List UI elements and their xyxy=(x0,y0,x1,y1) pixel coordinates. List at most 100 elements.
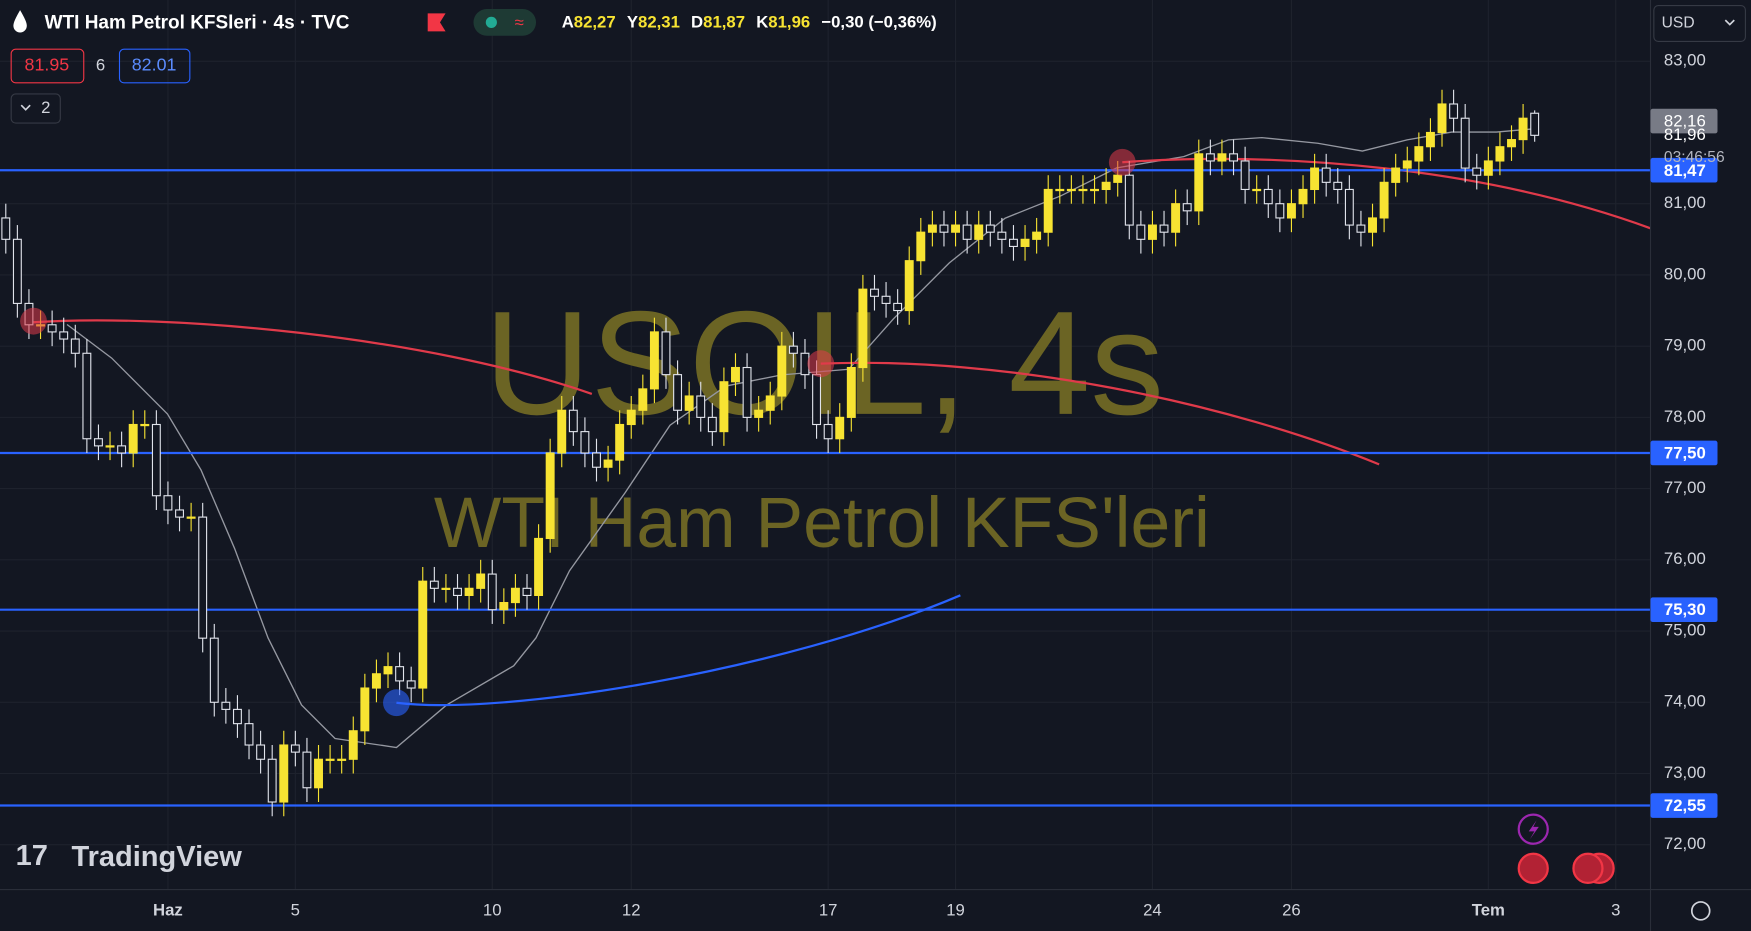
indicators-toggle[interactable] xyxy=(10,93,61,124)
currency: USD xyxy=(1662,15,1695,32)
lightning xyxy=(1528,820,1539,840)
candle-body xyxy=(175,509,184,518)
candle-body xyxy=(1391,167,1401,183)
watermark-description: WTI Ham Petrol KFS'leri xyxy=(434,483,1210,563)
candle-body xyxy=(603,459,613,468)
candle-body xyxy=(823,423,833,440)
symbol-icon xyxy=(13,10,27,33)
candle-body xyxy=(707,416,717,433)
chevron xyxy=(20,104,31,111)
candle-body xyxy=(1113,174,1123,183)
candle-body xyxy=(638,388,648,411)
candle-body xyxy=(510,587,520,604)
candle-body xyxy=(70,338,80,354)
price-change: −0,30 (−0,36%) xyxy=(821,13,936,32)
status-dot xyxy=(485,16,497,28)
ohlc-value: 82,27 xyxy=(574,13,616,32)
candle-body xyxy=(406,680,416,689)
time-axis xyxy=(0,889,1751,931)
candle-body xyxy=(1425,131,1435,148)
candle-body xyxy=(395,666,405,682)
candle-body xyxy=(1066,188,1076,192)
x-tick-label: Haz xyxy=(153,900,183,919)
ohlc: A82,27 Y82,31 D81,87 K81,96 −0,30 (−0,36%) xyxy=(562,13,937,32)
candle-body xyxy=(1518,117,1528,141)
candle-body xyxy=(893,302,903,312)
price-axis xyxy=(1650,0,1751,931)
y-tick-label: 75,00 xyxy=(1664,620,1706,639)
candle-body xyxy=(1043,188,1053,233)
candle-body xyxy=(1379,181,1389,219)
candle-body xyxy=(858,288,868,369)
y-tick-label: 83,00 xyxy=(1664,51,1706,70)
candle-body xyxy=(1344,188,1354,226)
y-tick-label: 73,00 xyxy=(1664,763,1706,782)
candle-body xyxy=(140,423,150,427)
arc-drawing xyxy=(33,319,593,395)
candle-body xyxy=(1472,167,1482,176)
candle-body xyxy=(1402,160,1412,169)
candle-body xyxy=(557,409,567,454)
anchor-point xyxy=(807,350,835,378)
candle-body xyxy=(731,366,740,383)
candle-body xyxy=(835,416,845,440)
price-label-box xyxy=(1650,108,1718,134)
candle-body xyxy=(128,423,138,454)
buy-button[interactable] xyxy=(118,48,191,84)
sell-price: 81.95 xyxy=(25,55,70,75)
candle-body xyxy=(1414,146,1424,162)
x-tick-label: 3 xyxy=(1611,900,1620,919)
currency-select[interactable] xyxy=(1653,5,1746,42)
candle-body xyxy=(962,224,972,240)
candle-body xyxy=(1020,238,1030,247)
brand[interactable]: TradingView xyxy=(71,841,242,873)
economic-event[interactable] xyxy=(1517,852,1549,885)
candle-body xyxy=(348,730,358,760)
price-label: 82,16 xyxy=(1664,112,1706,131)
ohlc-key: D xyxy=(691,13,703,32)
candle-body xyxy=(464,587,474,596)
candle-body xyxy=(1310,167,1320,191)
candle-body xyxy=(1437,103,1447,134)
symbol-title[interactable]: WTI Ham Petrol KFSleri · 4s · TVC xyxy=(45,13,350,34)
economic-event[interactable] xyxy=(1572,852,1604,885)
candle-body xyxy=(522,587,532,596)
candle-body xyxy=(499,602,509,611)
candle-body xyxy=(1055,188,1065,192)
candle-body xyxy=(904,260,914,312)
ohlc-key: A xyxy=(562,13,574,32)
candle-body xyxy=(1321,167,1331,183)
events-icon[interactable] xyxy=(1517,813,1549,845)
candle-body xyxy=(870,288,879,297)
candle-body xyxy=(1298,188,1308,205)
x-tick-label: 12 xyxy=(622,900,641,919)
candle-body xyxy=(649,331,659,390)
candle-body xyxy=(453,587,462,596)
candle-body xyxy=(777,345,787,397)
candle-body xyxy=(1205,153,1215,162)
candle-body xyxy=(429,580,439,589)
candle-body xyxy=(1263,188,1273,205)
candle-body xyxy=(545,452,555,540)
candle-body xyxy=(302,751,312,789)
price-label: 77,50 xyxy=(1664,444,1706,463)
settings-icon[interactable] xyxy=(1690,901,1711,921)
candle-body xyxy=(881,295,891,304)
y-tick-label: 79,00 xyxy=(1664,336,1706,355)
candle-body xyxy=(314,758,323,789)
status-pill[interactable] xyxy=(473,8,537,36)
candle-body xyxy=(1147,224,1157,240)
price-label-box xyxy=(1650,793,1718,818)
x-tick-label: 19 xyxy=(946,900,965,919)
candle-body xyxy=(974,224,984,240)
flag-icon[interactable] xyxy=(427,13,446,32)
candle-body xyxy=(279,744,289,803)
candle-body xyxy=(661,331,671,376)
y-tick-label: 76,00 xyxy=(1664,549,1706,568)
x-tick-label: 10 xyxy=(483,900,502,919)
sell-button[interactable] xyxy=(10,48,85,84)
candle-body xyxy=(360,687,370,732)
candle-body xyxy=(290,744,300,753)
